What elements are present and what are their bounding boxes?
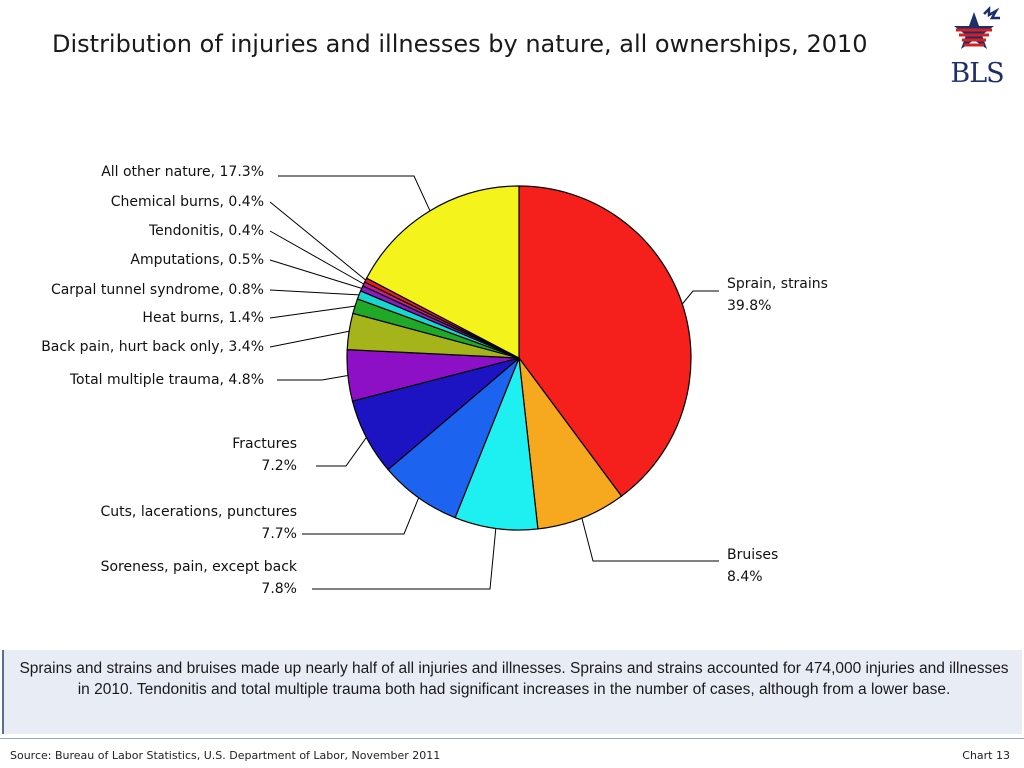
slice-label-cuts-lacerations-punctures: Cuts, lacerations, punctures [100, 504, 297, 520]
source-note: Source: Bureau of Labor Statistics, U.S.… [10, 749, 441, 762]
leader-line-fractures [316, 437, 367, 467]
leader-line-cuts-lacerations-punctures [302, 497, 420, 535]
leader-line-back-pain-hurt-back-only-3-4 [269, 330, 350, 348]
chart-number: Chart 13 [962, 749, 1010, 762]
slice-value-fractures: 7.2% [261, 458, 297, 474]
slice-label-all-other-nature-17-3: All other nature, 17.3% [101, 164, 264, 180]
leader-line-all-other-nature-17-3 [278, 175, 431, 212]
footer-divider [0, 738, 1024, 739]
pie-chart: Sprain, strains 39.8% Bruises 8.4% Soreness,… [41, 164, 828, 597]
slice-label-amputations-0-5: Amputations, 0.5% [130, 252, 264, 268]
slice-value-sprain-strains: 39.8% [727, 298, 771, 314]
pie-slice-sprain-strains [518, 185, 692, 497]
slice-label-back-pain-hurt-back-only-3-4: Back pain, hurt back only, 3.4% [41, 339, 264, 355]
summary-text: Sprains and strains and bruises made up … [19, 660, 1009, 698]
leader-line-tendonitis-0-4 [269, 230, 364, 285]
summary-box: Sprains and strains and bruises made up … [2, 650, 1022, 734]
pie-slice-all-other-nature-17-3 [365, 185, 520, 359]
slice-value-cuts-lacerations-punctures: 7.7% [261, 526, 297, 542]
leader-line-amputations-0-5 [269, 259, 362, 289]
bls-logo-text: BLS [950, 58, 1004, 89]
slice-label-tendonitis-0-4: Tendonitis, 0.4% [148, 223, 264, 239]
leader-line-heat-burns-1-4 [269, 305, 356, 319]
leader-line-chemical-burns-0-4 [269, 201, 367, 281]
slice-label-bruises: Bruises [727, 547, 778, 563]
leader-line-carpal-tunnel-syndrome-0-8 [269, 289, 360, 296]
slice-label-sprain-strains: Sprain, strains [727, 276, 828, 292]
leader-line-sprain-strains [681, 290, 719, 305]
slice-value-bruises: 8.4% [727, 569, 763, 585]
chart-title: Distribution of injuries and illnesses b… [52, 30, 868, 58]
bls-logo-icon [954, 6, 1000, 49]
slice-label-total-multiple-trauma-4-8: Total multiple trauma, 4.8% [69, 372, 264, 388]
leader-line-total-multiple-trauma-4-8 [277, 375, 348, 381]
slice-label-fractures: Fractures [232, 436, 297, 452]
leader-line-bruises [581, 517, 719, 562]
slice-label-carpal-tunnel-syndrome-0-8: Carpal tunnel syndrome, 0.8% [51, 282, 264, 298]
leader-line-soreness-pain-except-back [312, 528, 497, 590]
slice-label-heat-burns-1-4: Heat burns, 1.4% [142, 310, 264, 326]
slice-label-soreness-pain-except-back: Soreness, pain, except back [101, 559, 298, 575]
slice-label-chemical-burns-0-4: Chemical burns, 0.4% [111, 194, 264, 210]
slice-value-soreness-pain-except-back: 7.8% [261, 581, 297, 597]
pie-slice-bruises [518, 355, 623, 530]
